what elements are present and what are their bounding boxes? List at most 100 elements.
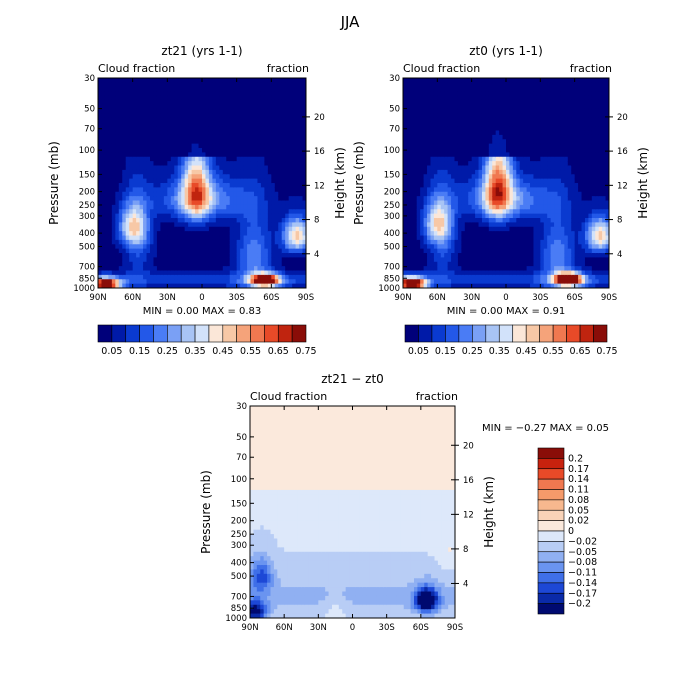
heatmap-cell — [292, 86, 297, 92]
heatmap-cell — [226, 218, 231, 223]
heatmap-cell — [191, 113, 196, 118]
heatmap-cell — [485, 213, 490, 219]
heatmap-cell — [174, 253, 179, 258]
heatmap-cell — [516, 161, 521, 167]
heatmap-cell — [485, 244, 490, 250]
heatmap-cell — [202, 134, 207, 140]
heatmap-cell — [495, 270, 500, 276]
heatmap-cell — [427, 78, 432, 83]
heatmap-cell — [233, 82, 238, 88]
heatmap-cell — [219, 86, 224, 92]
heatmap-cell — [132, 117, 137, 123]
heatmap-cell — [506, 108, 511, 114]
heatmap-cell — [195, 222, 200, 228]
heatmap-cell — [285, 134, 290, 140]
heatmap-cell — [254, 156, 259, 162]
heatmap-cell — [198, 204, 203, 210]
heatmap-cell — [139, 126, 144, 132]
heatmap-cell — [115, 200, 120, 206]
heatmap-cell — [146, 143, 151, 149]
heatmap-cell — [257, 222, 262, 228]
heatmap-cell — [406, 253, 411, 258]
heatmap-cell — [295, 130, 300, 136]
heatmap-cell — [523, 235, 528, 241]
heatmap-cell — [150, 283, 155, 288]
heatmap-cell — [243, 152, 248, 158]
heatmap-cell — [285, 226, 290, 232]
heatmap-cell — [146, 239, 151, 245]
heatmap-cell — [433, 226, 438, 232]
heatmap-cell — [488, 156, 493, 162]
heatmap-cell — [288, 104, 293, 110]
heatmap-cell — [423, 200, 428, 206]
heatmap-cell — [451, 270, 456, 276]
heatmap-cell — [403, 274, 408, 280]
heatmap-cell — [139, 191, 144, 197]
heatmap-cell — [475, 174, 480, 180]
heatmap-cell — [457, 183, 462, 188]
heatmap-cell — [101, 239, 106, 245]
heatmap-cell — [444, 165, 449, 171]
heatmap-cell — [406, 130, 411, 136]
heatmap-cell — [156, 117, 161, 123]
heatmap-cell — [118, 174, 123, 180]
heatmap-cell — [108, 143, 113, 149]
heatmap-cell — [499, 165, 504, 171]
heatmap-cell — [502, 196, 507, 202]
heatmap-cell — [292, 196, 297, 202]
heatmap-cell — [499, 174, 504, 180]
heatmap-cell — [108, 104, 113, 110]
heatmap-cell — [181, 248, 186, 254]
heatmap-cell — [219, 126, 224, 132]
heatmap-cell — [198, 130, 203, 136]
heatmap-cell — [129, 139, 134, 145]
heatmap-cell — [98, 169, 103, 175]
heatmap-cell — [136, 91, 141, 97]
heatmap-cell — [416, 253, 421, 258]
heatmap-cell — [468, 91, 473, 97]
heatmap-cell — [509, 91, 514, 97]
heatmap-cell — [495, 148, 500, 153]
heatmap-cell — [457, 209, 462, 215]
heatmap-cell — [236, 283, 241, 288]
heatmap-cell — [198, 99, 203, 105]
heatmap-cell — [295, 270, 300, 276]
heatmap-cell — [243, 126, 248, 132]
heatmap-cell — [257, 261, 262, 267]
heatmap-cell — [122, 148, 127, 153]
heatmap-cell — [451, 248, 456, 254]
heatmap-cell — [413, 82, 418, 88]
heatmap-cell — [195, 239, 200, 245]
heatmap-cell — [433, 213, 438, 219]
heatmap-cell — [437, 156, 442, 162]
heatmap-cell — [229, 283, 234, 288]
heatmap-cell — [547, 78, 552, 83]
heatmap-cell — [299, 130, 304, 136]
heatmap-cell — [530, 222, 535, 228]
heatmap-cell — [295, 134, 300, 140]
heatmap-cell — [208, 183, 213, 188]
heatmap-cell — [170, 113, 175, 118]
heatmap-cell — [125, 213, 130, 219]
heatmap-cell — [188, 121, 193, 127]
heatmap-cell — [257, 156, 262, 162]
heatmap-cell — [519, 169, 524, 175]
heatmap-cell — [132, 231, 137, 237]
heatmap-cell — [205, 200, 210, 206]
heatmap-cell — [499, 248, 504, 254]
heatmap-cell — [150, 231, 155, 237]
heatmap-cell — [451, 213, 456, 219]
heatmap-cell — [433, 200, 438, 206]
heatmap-cell — [247, 257, 252, 263]
heatmap-cell — [118, 213, 123, 219]
heatmap-cell — [299, 178, 304, 184]
heatmap-cell — [188, 248, 193, 254]
heatmap-cell — [502, 121, 507, 127]
heatmap-cell — [406, 91, 411, 97]
heatmap-cell — [464, 200, 469, 206]
heatmap-cell — [212, 266, 217, 272]
heatmap-cell — [219, 253, 224, 258]
heatmap-cell — [143, 134, 148, 140]
heatmap-cell — [471, 95, 476, 101]
heatmap-cell — [427, 209, 432, 215]
